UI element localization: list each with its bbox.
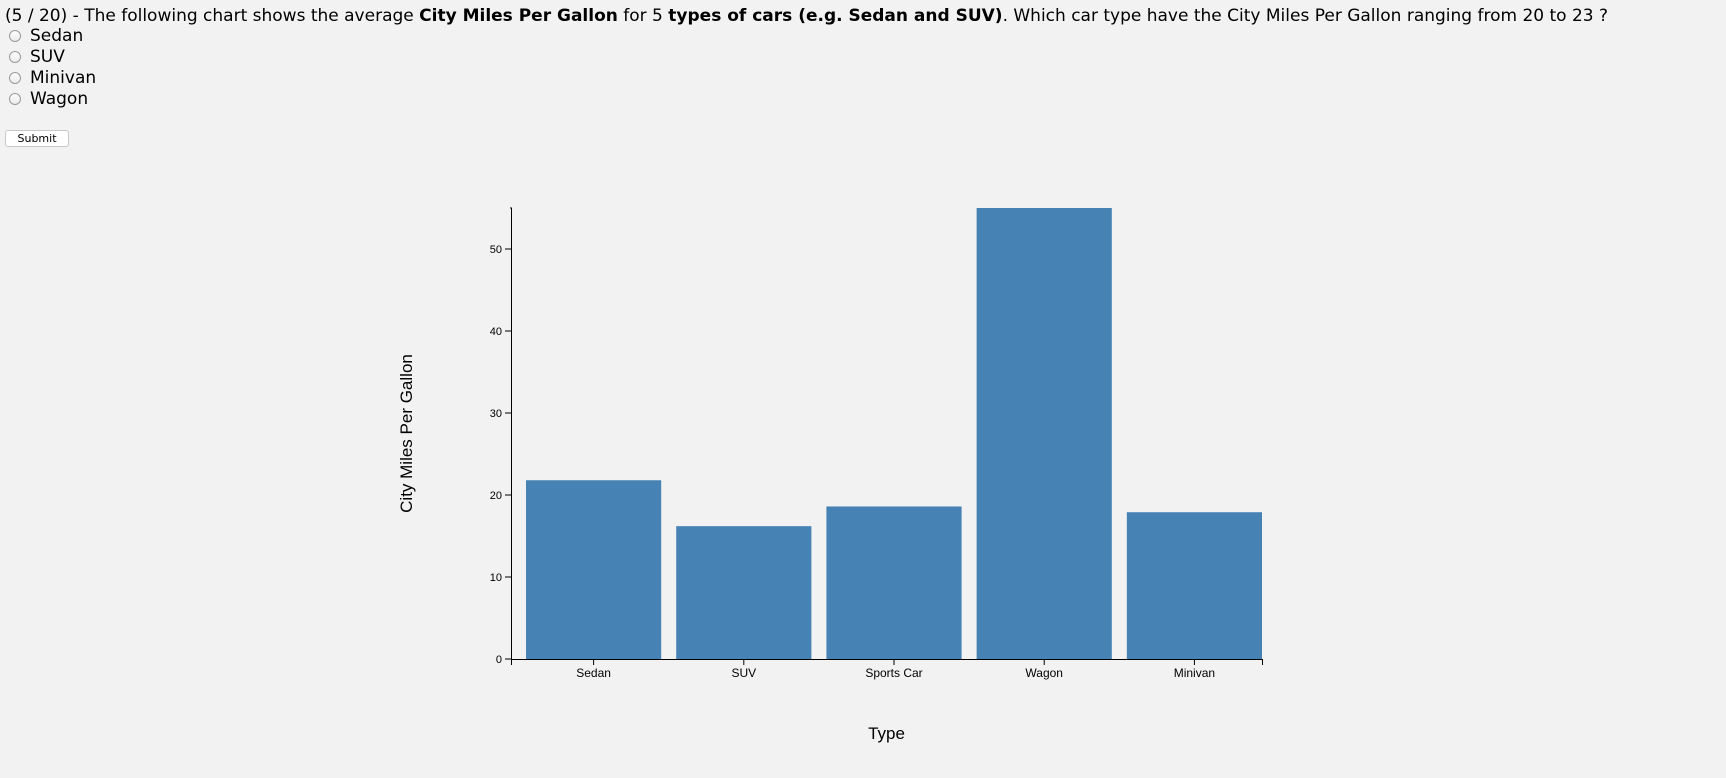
bar — [676, 526, 812, 659]
question-prefix: (5 / 20) - The following chart shows the… — [5, 6, 420, 26]
x-axis-label: Type — [868, 724, 905, 743]
x-tick-label: Minivan — [1174, 666, 1215, 680]
option-minivan[interactable]: Minivan — [9, 67, 96, 88]
question-bold-types: types of cars (e.g. Sedan and SUV) — [668, 6, 1003, 26]
question-mid: for 5 — [617, 6, 669, 26]
y-tick-label: 40 — [490, 326, 502, 338]
x-tick-label: Sedan — [576, 666, 611, 680]
answer-options: Sedan SUV Minivan Wagon — [9, 25, 96, 109]
y-tick-label: 50 — [490, 244, 502, 256]
y-axis-label: City Miles Per Gallon — [397, 354, 416, 513]
option-label: Sedan — [30, 25, 84, 46]
option-label: SUV — [30, 46, 65, 67]
submit-button[interactable]: Submit — [5, 130, 69, 147]
radio-button[interactable] — [9, 50, 21, 63]
y-tick-label: 20 — [490, 490, 502, 502]
bar — [976, 208, 1112, 659]
bar — [1126, 512, 1262, 659]
y-tick-label: 10 — [490, 572, 502, 584]
question-suffix: . Which car type have the City Miles Per… — [1002, 6, 1609, 26]
x-tick-label: Wagon — [1025, 666, 1063, 680]
option-sedan[interactable]: Sedan — [9, 25, 96, 46]
option-wagon[interactable]: Wagon — [9, 88, 96, 109]
option-suv[interactable]: SUV — [9, 46, 96, 67]
question-text: (5 / 20) - The following chart shows the… — [5, 4, 1608, 28]
x-tick-label: Sports Car — [865, 666, 922, 680]
y-tick-label: 0 — [496, 654, 502, 666]
bar — [826, 506, 962, 659]
radio-button[interactable] — [9, 29, 21, 42]
x-tick-label: SUV — [731, 666, 756, 680]
radio-button[interactable] — [9, 71, 21, 84]
option-label: Minivan — [30, 67, 97, 88]
option-label: Wagon — [30, 88, 89, 109]
y-tick-label: 30 — [490, 408, 502, 420]
bar — [526, 480, 662, 659]
question-bold-metric: City Miles Per Gallon — [419, 6, 618, 26]
radio-button[interactable] — [9, 92, 21, 105]
